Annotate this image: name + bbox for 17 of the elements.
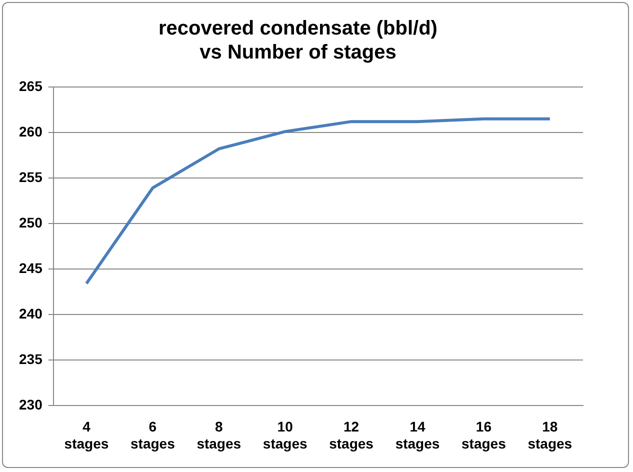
y-tick-label: 230 [19,396,43,412]
y-tick-label: 255 [19,168,43,185]
y-tick-label: 240 [19,305,43,322]
x-tick-label: 6 stages [130,418,176,452]
x-tick-label: 12 stages [329,418,374,452]
y-tick-label: 245 [19,260,43,276]
x-tick-label: 14 stages [395,418,440,452]
y-tick-label: 235 [19,350,43,367]
x-tick-label: 18 stages [528,418,572,452]
x-tick-label: 10 stages [262,418,308,452]
chart-title: recovered condensate (bbl/d) vs Number of stages [158,18,438,64]
y-tick-label: 250 [19,214,43,230]
y-tick-label: 260 [19,123,43,140]
x-tick-label: 8 stages [196,418,242,452]
y-tick-label: 265 [19,78,43,94]
x-tick-label: 16 stages [462,418,506,452]
x-tick-label: 4 stages [64,418,109,452]
